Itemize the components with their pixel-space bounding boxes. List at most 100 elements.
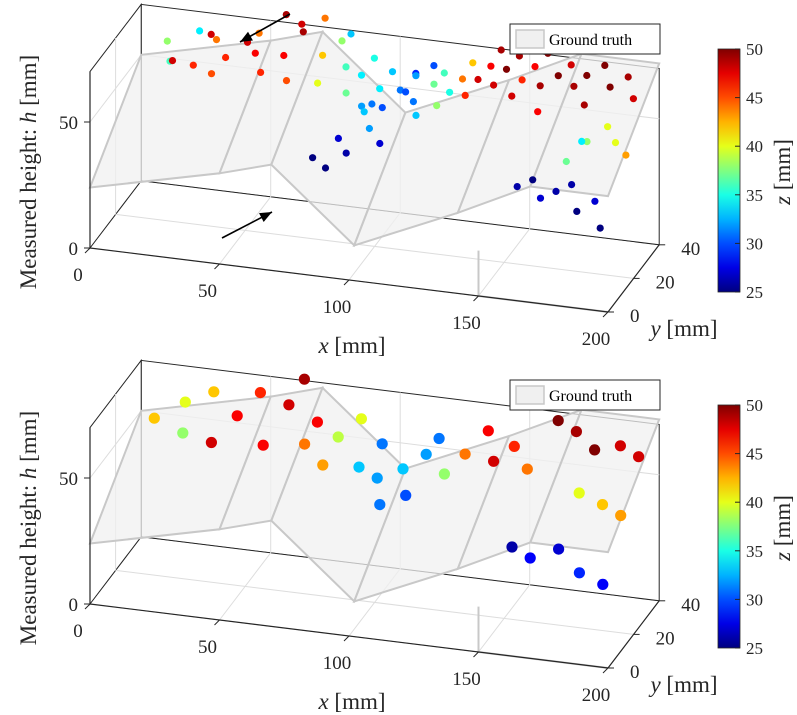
- data-point: [222, 53, 230, 62]
- data-point: [148, 412, 160, 424]
- data-point: [420, 448, 432, 460]
- data-point: [342, 149, 350, 157]
- data-point: [388, 68, 397, 76]
- x-tick: [602, 667, 609, 674]
- x-tick: [214, 263, 220, 270]
- chart-panel-2: 0 50 100 150 200 0 20 40 0 50 x [mm] y [mm] Measured…: [16, 358, 795, 714]
- data-point: [299, 28, 307, 36]
- data-point: [257, 68, 265, 76]
- colorbar-label: z [mm]: [770, 495, 795, 562]
- data-points: [163, 11, 638, 232]
- data-point: [580, 101, 588, 109]
- data-point: [536, 82, 544, 90]
- data-point: [440, 69, 448, 77]
- data-point: [573, 207, 581, 215]
- data-point: [283, 399, 295, 411]
- z-tick-label: 0: [69, 239, 79, 260]
- ground-truth-surface: [88, 30, 661, 313]
- data-point: [524, 552, 536, 564]
- x-tick: [602, 311, 609, 318]
- data-point: [611, 139, 620, 147]
- data-point: [497, 46, 505, 54]
- y-tick-label: 20: [656, 272, 675, 293]
- data-point: [309, 154, 317, 162]
- data-point: [376, 85, 384, 93]
- arrow-head: [259, 212, 272, 222]
- colorbar-tick-label: 25: [746, 283, 763, 302]
- y-axis-label: y [mm]: [648, 672, 717, 697]
- z-axis-label: Measured height: h [mm]: [16, 411, 41, 645]
- surface-step: [477, 606, 609, 669]
- x-tick: [343, 279, 350, 286]
- x-axis-label: x [mm]: [317, 333, 385, 358]
- colorbar: 25 30 35 40 45 50 z [mm]: [717, 40, 795, 302]
- data-point: [433, 432, 445, 445]
- data-point: [400, 489, 412, 501]
- data-point: [614, 440, 627, 452]
- data-point: [257, 439, 269, 451]
- data-point: [629, 95, 638, 103]
- y-tick-labels: 0 20 40: [608, 595, 700, 683]
- data-point: [536, 194, 545, 202]
- data-point: [282, 77, 291, 85]
- data-point: [207, 30, 215, 38]
- data-point: [534, 108, 542, 116]
- data-point: [458, 75, 467, 83]
- data-point: [567, 61, 575, 69]
- data-point: [518, 76, 526, 84]
- data-point: [298, 20, 306, 28]
- colorbar-tick-label: 30: [746, 590, 763, 609]
- data-point: [591, 197, 599, 205]
- x-tick-label: 100: [323, 297, 352, 318]
- data-point: [321, 164, 330, 172]
- y-tick-label: 40: [681, 239, 700, 260]
- data-point: [482, 425, 494, 437]
- data-point: [177, 427, 189, 439]
- y-tick-label: 40: [681, 595, 700, 616]
- data-point: [374, 499, 386, 511]
- data-point: [596, 499, 609, 511]
- data-point: [357, 71, 366, 79]
- data-point: [597, 578, 609, 591]
- data-point: [342, 63, 350, 71]
- colorbar-tick-label: 25: [746, 639, 763, 658]
- colorbar: 25 30 35 40 45 50 z [mm]: [717, 396, 795, 658]
- data-point: [412, 111, 420, 119]
- data-point: [568, 181, 576, 189]
- data-point: [251, 49, 259, 57]
- data-point: [487, 62, 495, 70]
- y-tick-label: 0: [630, 306, 640, 327]
- data-point: [622, 151, 630, 159]
- data-point: [624, 73, 632, 81]
- data-point: [606, 83, 614, 91]
- data-point: [433, 102, 441, 110]
- x-tick-labels: 0 50 100 150 200: [73, 247, 610, 350]
- data-point: [446, 88, 454, 96]
- colorbar-tick-label: 30: [746, 234, 763, 253]
- data-point: [552, 187, 560, 195]
- data-point: [506, 541, 518, 553]
- grid-line: [115, 213, 634, 279]
- legend-swatch: [515, 385, 545, 405]
- data-point: [412, 72, 420, 80]
- colorbar-gradient: [717, 404, 741, 649]
- surface-facet: [528, 52, 661, 198]
- data-point: [347, 30, 355, 38]
- data-point: [402, 88, 410, 96]
- colorbar-tick-label: 50: [746, 40, 763, 59]
- data-point: [409, 98, 417, 106]
- legend-entry: Ground truth: [549, 388, 632, 405]
- data-points: [148, 373, 645, 591]
- x-tick-labels: 0 50 100 150 200: [73, 603, 610, 706]
- data-point: [573, 567, 586, 579]
- colorbar-tick-label: 35: [746, 186, 763, 205]
- data-point: [596, 224, 604, 232]
- data-point: [490, 81, 498, 89]
- x-tick-label: 150: [452, 669, 481, 690]
- data-point: [554, 72, 562, 80]
- data-point: [371, 472, 383, 484]
- data-point: [430, 62, 438, 70]
- z-tick-label: 50: [59, 469, 78, 490]
- data-point: [358, 102, 366, 110]
- z-tick-labels: 0 50: [59, 113, 90, 260]
